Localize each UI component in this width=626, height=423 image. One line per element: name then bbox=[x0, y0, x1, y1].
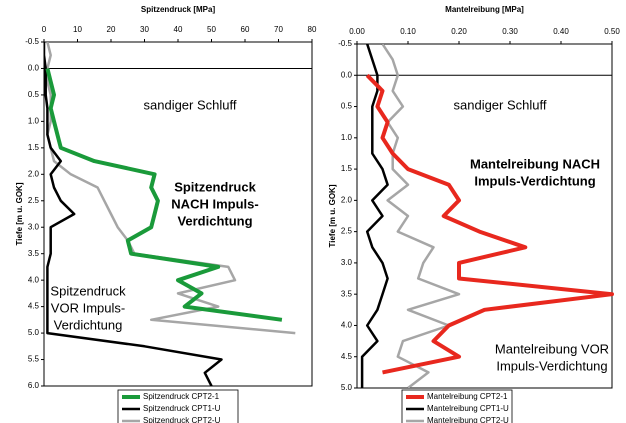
series-line bbox=[381, 44, 461, 388]
y-tick-label: 1.0 bbox=[341, 133, 353, 142]
y-tick-label: 1.5 bbox=[28, 143, 40, 152]
y-tick-label: 0.0 bbox=[28, 64, 40, 73]
y-tick-label: 4.0 bbox=[28, 275, 40, 284]
legend-label: Mantelreibung CPT1-U bbox=[427, 404, 509, 413]
y-tick-label: 4.5 bbox=[28, 302, 40, 311]
annotation: sandiger Schluff bbox=[454, 97, 547, 112]
annotation: Verdichtung bbox=[177, 213, 252, 228]
annotation: Spitzendruck bbox=[50, 283, 126, 298]
x-tick-label: 0 bbox=[42, 25, 47, 34]
legend-label: Spitzendruck CPT2-U bbox=[143, 416, 221, 423]
y-tick-label: 4.0 bbox=[341, 321, 353, 330]
y-tick-label: 1.5 bbox=[341, 164, 353, 173]
x-tick-label: 0.50 bbox=[604, 27, 620, 36]
y-tick-label: 0.5 bbox=[341, 102, 353, 111]
y-tick-label: 4.5 bbox=[341, 352, 353, 361]
y-tick-label: 5.0 bbox=[341, 383, 353, 392]
y-tick-label: 0.5 bbox=[28, 90, 40, 99]
x-tick-label: 70 bbox=[274, 25, 283, 34]
x-tick-label: 10 bbox=[73, 25, 82, 34]
y-tick-label: 2.5 bbox=[28, 196, 40, 205]
x-tick-label: 60 bbox=[241, 25, 250, 34]
series-line bbox=[365, 73, 614, 375]
y-tick-label: 3.5 bbox=[28, 249, 40, 258]
annotation: Impuls-Verdichtung bbox=[474, 173, 595, 188]
series-line bbox=[44, 42, 223, 386]
y-tick-label: -0.5 bbox=[338, 39, 352, 48]
x-tick-label: 40 bbox=[174, 25, 183, 34]
annotation: sandiger Schluff bbox=[144, 97, 237, 112]
axis-title: Mantelreibung [MPa] bbox=[445, 5, 524, 14]
y-tick-label: 3.5 bbox=[341, 289, 353, 298]
y-tick-label: 5.5 bbox=[28, 355, 40, 364]
series-line bbox=[360, 44, 389, 388]
annotation: Mantelreibung VOR bbox=[495, 341, 609, 356]
legend-label: Spitzendruck CPT2-1 bbox=[143, 392, 220, 401]
legend-label: Spitzendruck CPT1-U bbox=[143, 404, 221, 413]
legend-label: Mantelreibung CPT2-U bbox=[427, 416, 509, 423]
y-axis-label: Tiefe [m u. GOK] bbox=[15, 182, 24, 245]
x-tick-label: 50 bbox=[207, 25, 216, 34]
y-tick-label: 2.0 bbox=[341, 195, 353, 204]
x-tick-label: 0.30 bbox=[502, 27, 518, 36]
y-tick-label: 2.5 bbox=[341, 227, 353, 236]
y-tick-label: 0.0 bbox=[341, 70, 353, 79]
y-tick-label: 6.0 bbox=[28, 381, 40, 390]
series-line bbox=[46, 42, 296, 335]
legend-label: Mantelreibung CPT2-1 bbox=[427, 392, 508, 401]
y-tick-label: 3.0 bbox=[341, 258, 353, 267]
x-tick-label: 0.40 bbox=[553, 27, 569, 36]
annotation: VOR Impuls- bbox=[51, 300, 125, 315]
y-tick-label: 2.0 bbox=[28, 169, 40, 178]
x-tick-label: 0.20 bbox=[451, 27, 467, 36]
annotation: Verdichtung bbox=[54, 317, 123, 332]
annotation: Spitzendruck bbox=[174, 179, 256, 194]
x-tick-label: 0.00 bbox=[349, 27, 365, 36]
x-tick-label: 0.10 bbox=[400, 27, 416, 36]
axis-title: Spitzendruck [MPa] bbox=[141, 5, 216, 14]
x-tick-label: 30 bbox=[140, 25, 149, 34]
x-tick-label: 20 bbox=[107, 25, 116, 34]
y-axis-label: Tiefe [m u. GOK] bbox=[328, 184, 337, 247]
y-tick-label: 3.0 bbox=[28, 222, 40, 231]
series-line bbox=[45, 68, 283, 322]
y-tick-label: 1.0 bbox=[28, 116, 40, 125]
y-tick-label: -0.5 bbox=[25, 37, 39, 46]
annotation: NACH Impuls- bbox=[171, 196, 258, 211]
annotation: Mantelreibung NACH bbox=[470, 156, 600, 171]
annotation: Impuls-Verdichtung bbox=[496, 358, 607, 373]
x-tick-label: 80 bbox=[308, 25, 317, 34]
plot-area bbox=[43, 41, 313, 387]
y-tick-label: 5.0 bbox=[28, 328, 40, 337]
